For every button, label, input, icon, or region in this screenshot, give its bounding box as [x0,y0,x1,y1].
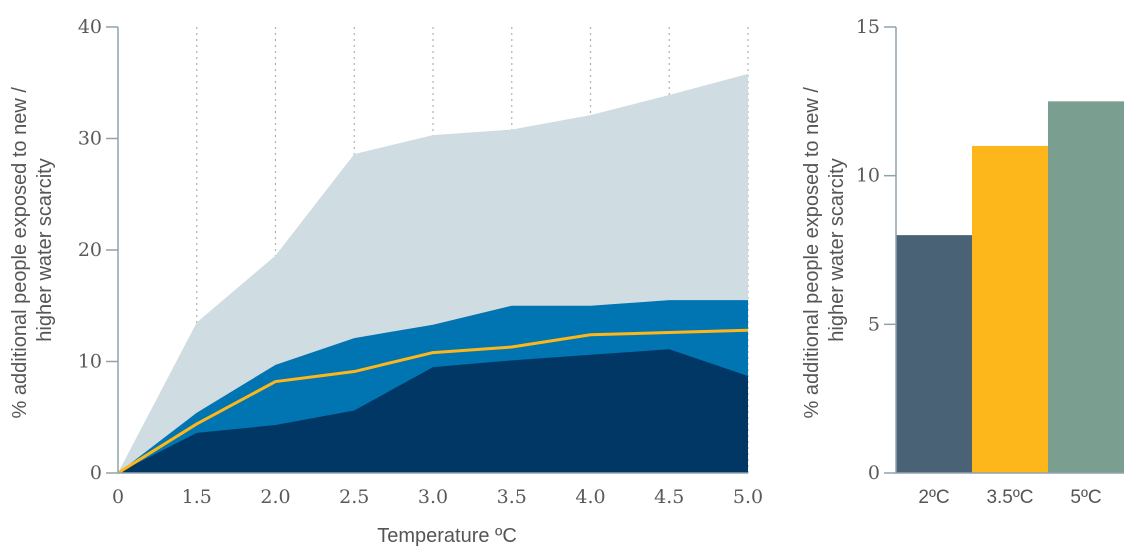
x-tick-label-2.5: 2.5 [339,486,369,508]
bar-y-axis-title-line-2: higher water scarcity [826,158,848,341]
x-tick-label-3.0: 3.0 [418,486,448,508]
x-tick-label-5.0: 5.0 [733,486,763,508]
bar-category-labels: 2ºC 3.5ºC 5ºC [918,487,1101,508]
x-tick-label-2.0: 2.0 [260,486,290,508]
y-tick-label-0: 0 [90,462,102,484]
bar-category-label-2ºC: 2ºC [918,487,949,508]
bar-y-axis-title: % additional people exposed to new / hig… [801,82,848,419]
y-tick-label-20: 20 [78,239,102,261]
y-tick-label-10: 10 [78,351,102,373]
x-tick-label-4.0: 4.0 [575,486,605,508]
bars [896,101,1124,473]
inner-range-lower-area [118,349,748,473]
x-tick-label-4.5: 4.5 [654,486,684,508]
y-tick-labels: 0 10 20 30 40 [78,16,118,484]
bar-y-tick-labels: 0 5 10 15 [856,16,896,484]
x-axis-title: Temperature ºC [377,525,517,547]
area-chart-temperature: 0 10 20 30 40 0 1.5 2.0 2.5 3.0 3.5 4.0 4.5 5.0 Temp… [9,16,763,547]
x-tick-label-3.5: 3.5 [497,486,527,508]
bar-5ºC [1048,101,1124,473]
bar-chart-scenarios: 0 5 10 15 2ºC 3.5ºC 5ºC % additional people e… [801,16,1124,508]
bar-category-label-3.5ºC: 3.5ºC [986,487,1033,508]
bar-y-axis-title-line-1: % additional people exposed to new / [801,87,823,419]
bar-y-tick-label-15: 15 [856,16,880,38]
bar-y-tick-label-10: 10 [856,165,880,187]
y-axis-title-line-1: % additional people exposed to new / [9,87,31,419]
y-tick-label-30: 30 [78,128,102,150]
bar-y-tick-label-5: 5 [868,313,880,335]
bar-3.5ºC [972,145,1048,473]
bar-2ºC [896,235,972,473]
x-tick-label-0: 0 [112,486,124,508]
y-axis-title-line-2: higher water scarcity [34,158,56,341]
y-tick-label-40: 40 [78,16,102,38]
y-axis-title: % additional people exposed to new / hig… [9,82,56,419]
x-tick-label-1.5: 1.5 [182,486,212,508]
bar-y-tick-label-0: 0 [868,462,880,484]
central-estimate-line [117,328,749,475]
bar-category-label-5ºC: 5ºC [1070,487,1101,508]
x-tick-labels: 0 1.5 2.0 2.5 3.0 3.5 4.0 4.5 5.0 [112,486,763,508]
